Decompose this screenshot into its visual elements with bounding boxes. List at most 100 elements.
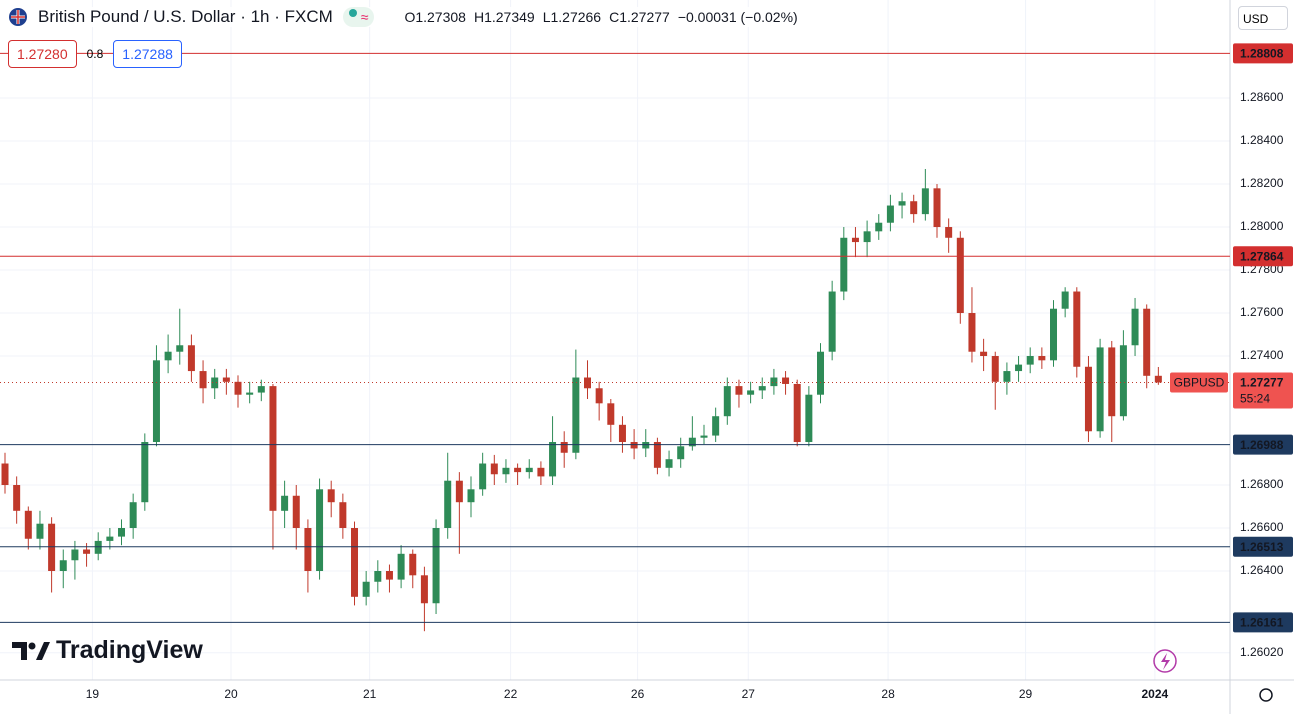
y-tick-label: 1.26600 (1240, 520, 1284, 534)
level-label-box (1233, 536, 1293, 557)
currency-select[interactable]: USD (1238, 6, 1288, 30)
candle-body (444, 480, 452, 529)
level-label-box (1233, 434, 1293, 455)
candle-body (351, 528, 359, 597)
x-tick-label: 27 (742, 687, 756, 701)
candle-body (1084, 366, 1092, 432)
logo: TradingView (12, 636, 203, 665)
level-label: 1.28808 (1240, 46, 1284, 60)
candle-body (933, 188, 941, 228)
level-label-box (1233, 612, 1293, 633)
candle-body (618, 424, 626, 443)
candle-body (863, 231, 871, 243)
candle-body (1073, 291, 1081, 367)
candle-body (141, 442, 149, 503)
status[interactable]: ≈ (342, 7, 375, 27)
candle-body (432, 528, 440, 604)
candle-body (770, 377, 778, 387)
candle-body (712, 416, 720, 436)
candle-body (59, 560, 67, 572)
header: British Pound / U.S. Dollar · 1h · FXCM … (8, 7, 798, 27)
candle-body (1061, 291, 1069, 309)
candle-body (688, 437, 696, 447)
o-value: 1.27308 (415, 9, 466, 25)
h-label: H (473, 9, 485, 25)
candle-body (910, 201, 918, 215)
logo-text: TradingView (56, 636, 203, 664)
candle-body (595, 388, 603, 404)
x-tick-label: 28 (881, 687, 895, 701)
candle-body (1026, 356, 1034, 365)
candle-body (758, 386, 766, 391)
candle-body (607, 403, 615, 425)
level-label: 1.27864 (1240, 249, 1284, 263)
x-tick-label: 26 (631, 687, 645, 701)
candle-body (805, 394, 813, 443)
candle-body (665, 459, 673, 468)
candle-body (549, 442, 557, 477)
logo-icon (12, 641, 50, 660)
c-value: 1.27277 (619, 9, 670, 25)
candle-body (316, 489, 324, 572)
candle-body (339, 502, 347, 529)
spread: 0.8 (86, 47, 104, 61)
candle-body (642, 442, 650, 449)
candle-body (211, 377, 219, 389)
candle-body (735, 386, 743, 395)
y-tick-label: 1.28400 (1240, 133, 1284, 147)
candle-body (817, 351, 825, 395)
symbol-label: GBPUSD (1174, 376, 1225, 390)
symbol[interactable]: British Pound / U.S. Dollar · 1h · FXCM (38, 7, 333, 26)
candle-body (479, 463, 487, 490)
candle-body (945, 227, 953, 238)
level-label-box (1233, 43, 1293, 64)
ohlc: O1.27308 H1.27349 L1.27266 C1.27277 −0.0… (404, 9, 797, 25)
candle-body (537, 467, 545, 477)
candle-body (362, 581, 370, 597)
l-value: 1.27266 (550, 9, 602, 25)
candle-body (572, 377, 580, 453)
y-tick-label: 1.28000 (1240, 219, 1284, 233)
settings-icon[interactable] (1259, 688, 1273, 702)
flag-icon (9, 8, 27, 26)
y-tick-label: 1.27600 (1240, 305, 1284, 319)
candle-body (397, 553, 405, 580)
candle-body (1154, 375, 1162, 383)
alert-bolt (1161, 653, 1170, 670)
candle-body (560, 442, 568, 453)
x-tick-label: 20 (224, 687, 238, 701)
alert-icon[interactable] (1153, 649, 1177, 673)
candle-body (1131, 308, 1139, 346)
candle-body (24, 510, 32, 539)
candle-body (36, 523, 44, 539)
candle-body (828, 291, 836, 352)
candle-body (840, 237, 848, 292)
candle-body (793, 383, 801, 443)
y-tick-label: 1.28200 (1240, 176, 1284, 190)
candle-body (118, 528, 126, 537)
sell-button[interactable]: 1.27280 (8, 40, 77, 68)
level-label-box (1233, 246, 1293, 267)
x-tick-label: 29 (1019, 687, 1033, 701)
candle-body (409, 553, 417, 576)
candle-body (1038, 356, 1046, 361)
candle-body (1119, 345, 1127, 417)
y-tick-label: 1.26020 (1240, 645, 1284, 659)
buy-button[interactable]: 1.27288 (113, 40, 182, 68)
candle-body (700, 435, 708, 438)
x-tick-label: 2024 (1142, 687, 1169, 701)
candle-body (1050, 308, 1058, 361)
candle-body (898, 201, 906, 206)
candle-body (677, 446, 685, 460)
candle-body (94, 540, 102, 554)
candle-body (525, 467, 533, 473)
y-tick-label: 1.26800 (1240, 477, 1284, 491)
candle-body (152, 360, 160, 443)
y-tick-label: 1.27400 (1240, 348, 1284, 362)
candle-body (455, 480, 463, 503)
l-label: L (542, 9, 551, 25)
candle-body (584, 377, 592, 389)
candle-body (723, 386, 731, 417)
candle-body (420, 575, 428, 604)
